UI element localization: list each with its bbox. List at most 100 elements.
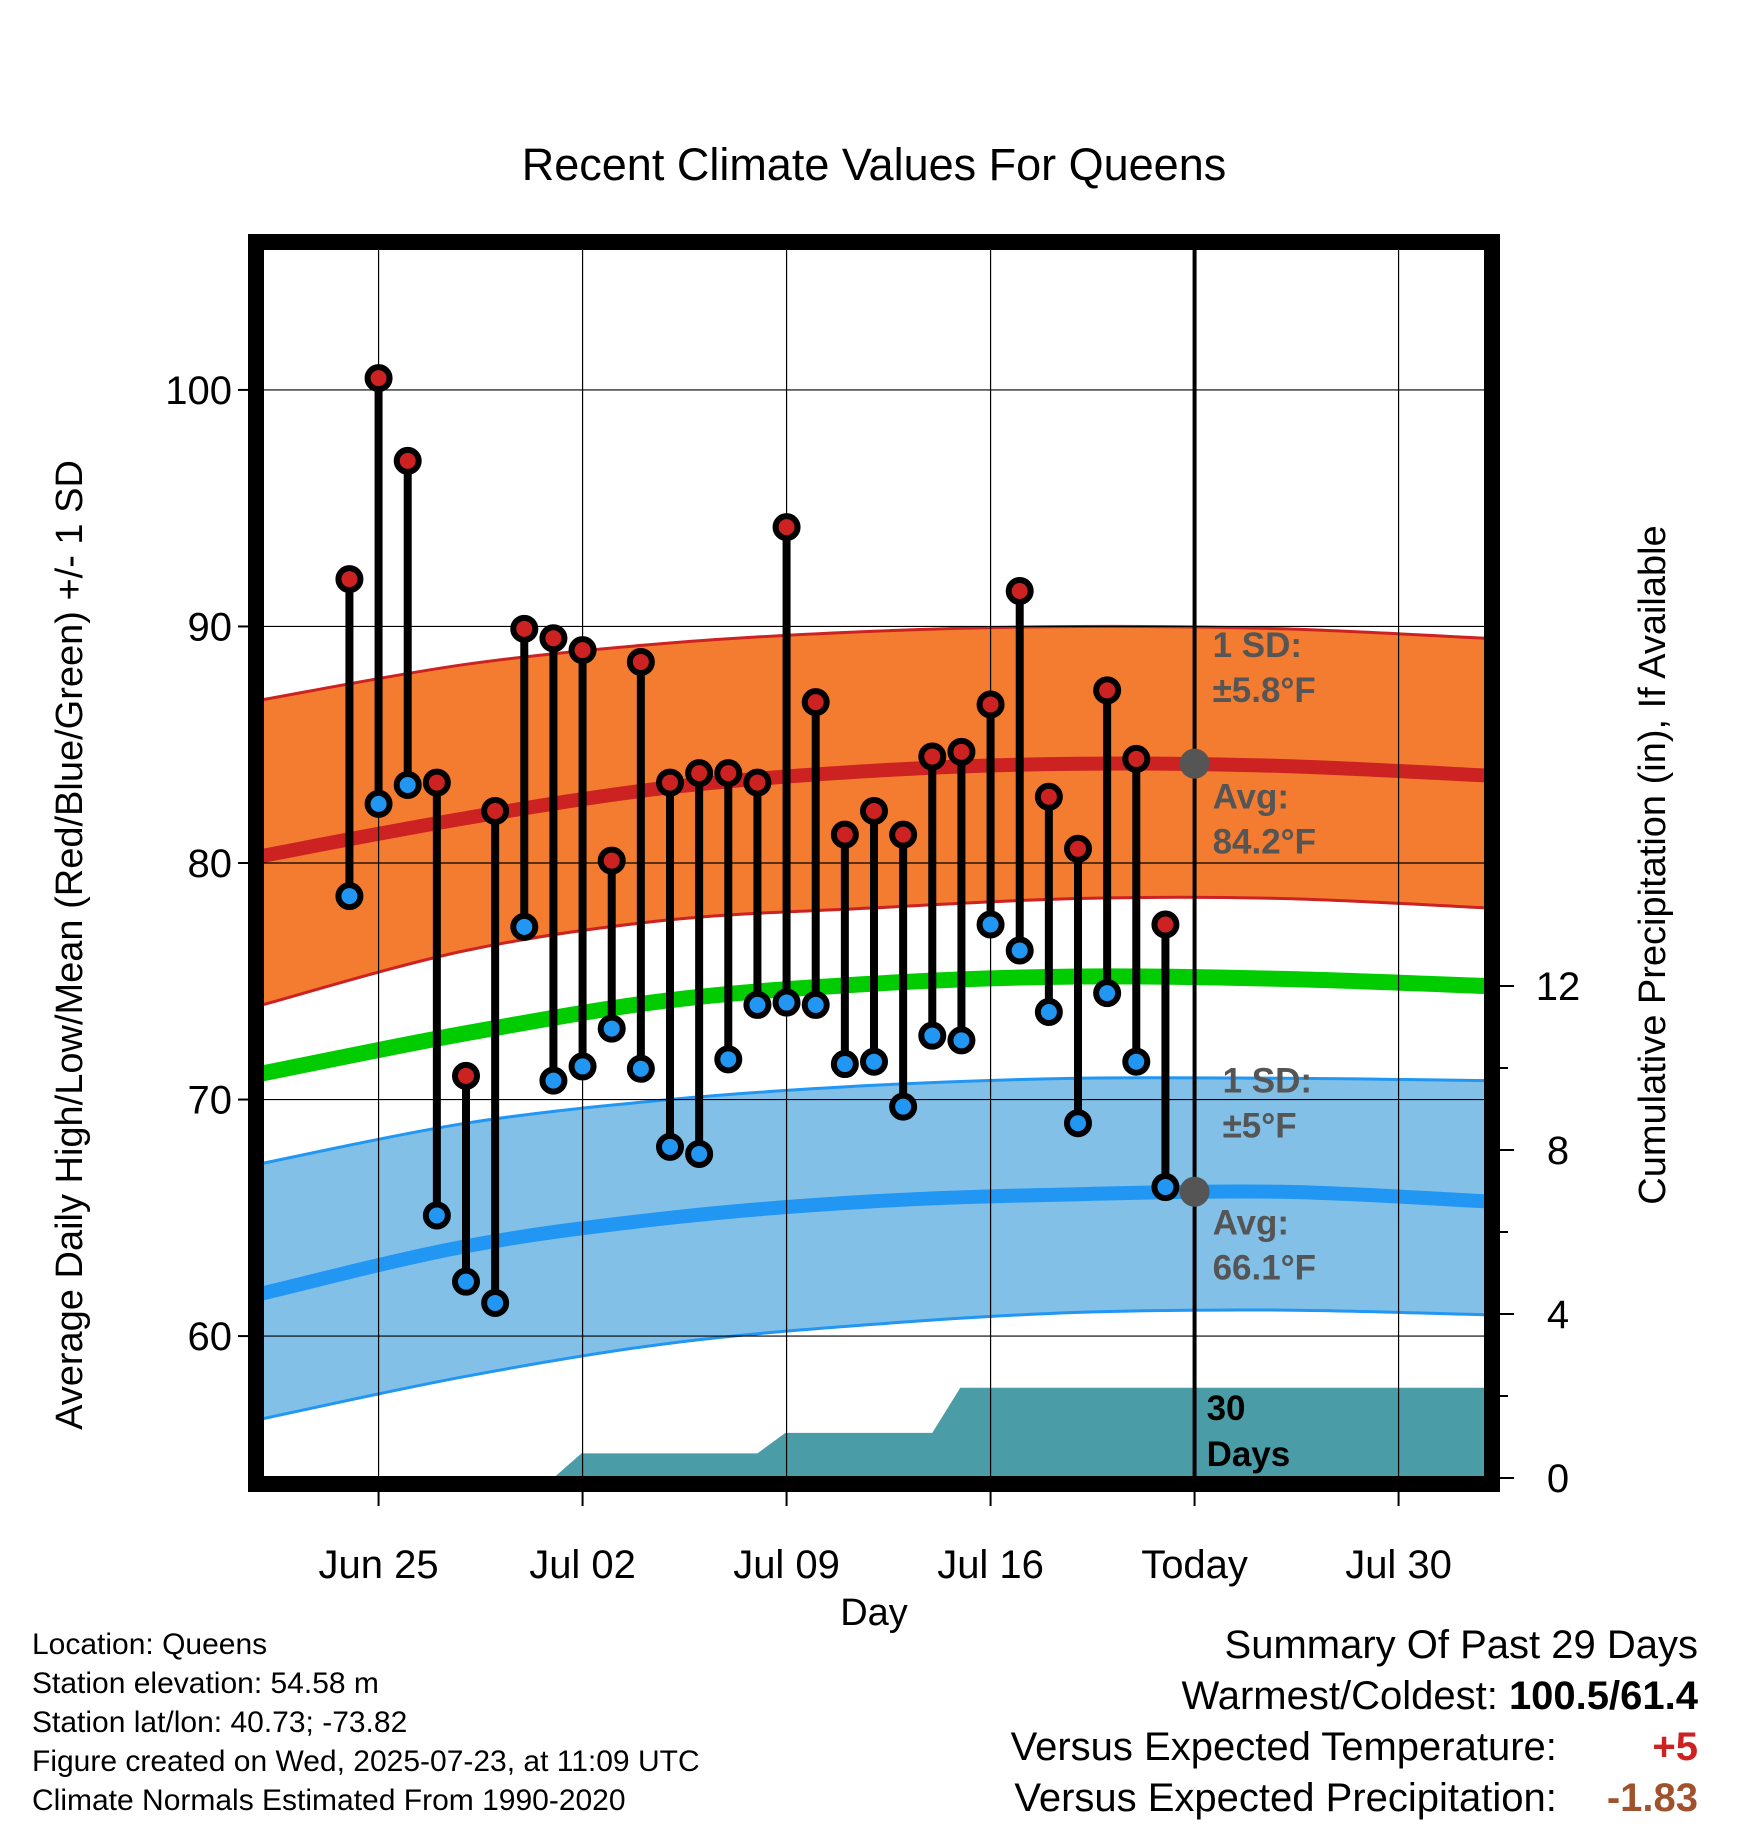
station-info: Location: Queens Station elevation: 54.5… [32, 1625, 700, 1820]
high-point [976, 690, 1005, 719]
high-point [1005, 576, 1034, 605]
precip-vs-value: -1.83 [1606, 1776, 1698, 1820]
x-tick-label: Jul 30 [1345, 1543, 1452, 1587]
precip-30-label: 30 [1207, 1389, 1246, 1428]
low-point [597, 1014, 626, 1043]
low-point [860, 1047, 888, 1076]
high-point [772, 513, 801, 542]
x-tick-label: Jun 25 [319, 1543, 439, 1587]
high-avg-title: Avg: [1213, 778, 1289, 817]
high-point [860, 796, 888, 825]
plot-inner [262, 248, 1486, 1478]
high-point [714, 759, 743, 788]
low-point [976, 910, 1005, 939]
low-sd-title: 1 SD: [1223, 1061, 1312, 1100]
high-point [889, 820, 918, 849]
chart-title: Recent Climate Values For Queens [522, 139, 1227, 190]
high-point [1093, 676, 1122, 705]
high-point [743, 768, 772, 797]
warm-cold-row: Warmest/Coldest: 100.5/61.4 [1011, 1671, 1698, 1722]
low-point [422, 1201, 451, 1230]
high-point [393, 446, 422, 475]
high-sd-upper-line [262, 624, 1486, 702]
x-tick-label: Jul 09 [733, 1543, 840, 1587]
precip-vs-label: Versus Expected Precipitation: [1014, 1776, 1557, 1820]
precip-days-label: Days [1207, 1435, 1291, 1474]
y-tick-label: 80 [188, 842, 233, 886]
low-avg-value: 66.1°F [1213, 1248, 1317, 1287]
y2-tick-label: 0 [1547, 1457, 1569, 1501]
low-sd-lower-line [262, 1308, 1486, 1421]
elevation-text: Station elevation: 54.58 m [32, 1667, 379, 1700]
low-point [568, 1052, 597, 1081]
high-point [1122, 744, 1151, 773]
high-point [335, 565, 364, 594]
temp-vs-row: Versus Expected Temperature: +5 [1011, 1722, 1698, 1773]
summary-panel: Summary Of Past 29 Days Warmest/Coldest:… [1011, 1620, 1698, 1824]
low-point [1005, 936, 1034, 965]
low-point [452, 1267, 480, 1296]
plot-frame [248, 234, 1500, 1492]
latlon-text: Station lat/lon: 40.73; -73.82 [32, 1706, 408, 1739]
high-point [801, 688, 830, 717]
high-sd-title: 1 SD: [1213, 626, 1302, 665]
precip-vs-row: Versus Expected Precipitation: -1.83 [1011, 1773, 1698, 1824]
low-point [1093, 979, 1122, 1008]
summary-title: Summary Of Past 29 Days [1224, 1623, 1698, 1667]
low-point [685, 1139, 714, 1168]
location-text: Location: Queens [32, 1628, 268, 1661]
low-point [743, 990, 772, 1019]
low-sd-value: ±5°F [1223, 1106, 1297, 1145]
high-point [481, 796, 510, 825]
created-text: Figure created on Wed, 2025-07-23, at 11… [32, 1745, 700, 1778]
y-axis-label: Average Daily High/Low/Mean (Red/Blue/Gr… [49, 460, 91, 1430]
low-point [481, 1288, 510, 1317]
low-point [364, 789, 393, 818]
high-point [1151, 910, 1180, 939]
low-point [1151, 1173, 1180, 1202]
high-point [510, 614, 539, 643]
temp-vs-label: Versus Expected Temperature: [1010, 1725, 1557, 1769]
low-point [772, 988, 801, 1017]
low-sd-band [262, 1077, 1486, 1419]
temp-vs-value: +5 [1652, 1725, 1698, 1769]
low-point [830, 1050, 859, 1079]
low-point [1034, 998, 1063, 1027]
high-avg-line [262, 756, 1486, 863]
low-point [626, 1054, 655, 1083]
high-point [452, 1061, 480, 1090]
high-point [597, 846, 626, 875]
y-tick-label: 100 [165, 369, 232, 413]
y2-tick-label: 8 [1547, 1129, 1569, 1173]
high-point [1034, 782, 1063, 811]
warm-cold-label: Warmest/Coldest: [1181, 1674, 1498, 1718]
high-point [947, 737, 976, 766]
plot-area: 60 70 80 90 100 0 4 8 12 Jun 25 Jul 02 Jul 09 Jul 16… [165, 234, 1581, 1587]
low-point [510, 912, 539, 941]
low-point [889, 1092, 918, 1121]
low-point [335, 882, 364, 911]
today-low-avg-marker [1179, 1176, 1210, 1207]
x-axis-label: Day [840, 1592, 908, 1634]
y-tick-label: 90 [188, 605, 233, 649]
low-point [714, 1045, 743, 1074]
y2-tick-label: 12 [1536, 965, 1581, 1009]
today-high-avg-marker [1179, 748, 1210, 779]
low-point [801, 990, 830, 1019]
y2-tick-label: 4 [1547, 1293, 1569, 1337]
low-point [539, 1066, 568, 1095]
high-point [539, 624, 568, 653]
x-tick-label: Jul 16 [937, 1543, 1044, 1587]
high-avg-value: 84.2°F [1213, 823, 1317, 862]
low-point [656, 1132, 684, 1161]
y-tick-label: 60 [188, 1315, 233, 1359]
low-point [1064, 1109, 1092, 1138]
low-point [1122, 1047, 1151, 1076]
high-point [1064, 834, 1092, 863]
high-point [568, 636, 597, 665]
precip-area [262, 1387, 1486, 1478]
y-tick-label: 70 [188, 1079, 233, 1123]
high-point [626, 647, 655, 676]
warm-cold-value: 100.5/61.4 [1508, 1674, 1698, 1718]
